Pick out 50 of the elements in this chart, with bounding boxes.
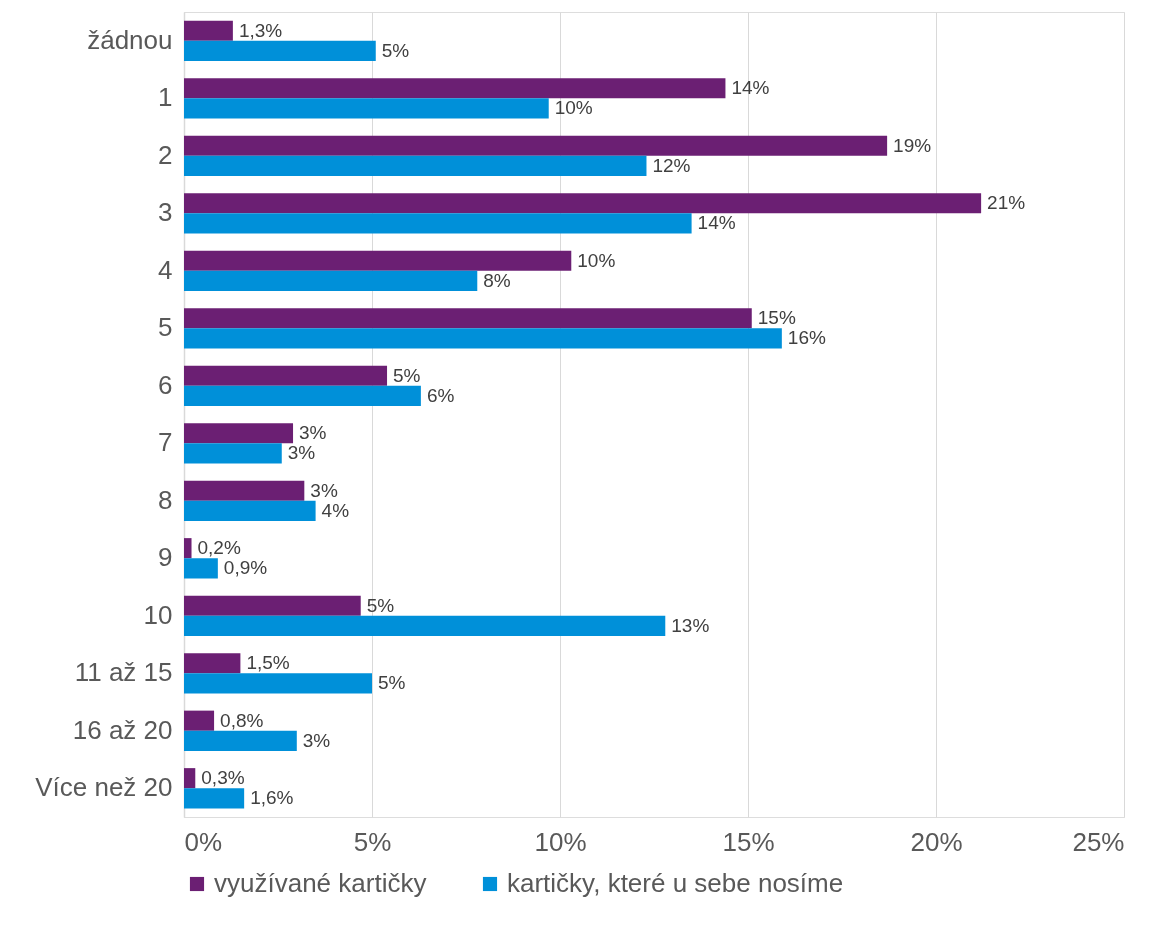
data-label: 0,2%: [197, 537, 241, 559]
data-label: 3%: [302, 729, 331, 751]
data-label: 1,3%: [238, 19, 283, 41]
x-tick-label: 20%: [910, 826, 963, 857]
data-label: 3%: [287, 442, 316, 464]
data-label: 14%: [731, 77, 770, 99]
legend-label: využívané kartičky: [214, 868, 427, 898]
x-tick-label: 0%: [184, 826, 223, 857]
y-tick-label: Více než 20: [35, 772, 173, 803]
data-label: 15%: [757, 307, 796, 329]
data-label: 5%: [378, 672, 406, 694]
data-label: 21%: [987, 192, 1026, 214]
data-label: 5%: [366, 594, 395, 616]
legend-label: kartičky, které u sebe nosíme: [507, 868, 844, 898]
data-label: 0,8%: [220, 709, 264, 731]
data-label: 12%: [652, 154, 691, 176]
data-label: 10%: [554, 97, 593, 119]
data-label: 5%: [381, 39, 410, 61]
x-tick-label: 10%: [534, 826, 587, 857]
y-tick-label: žádnou: [87, 24, 173, 55]
y-tick-label: 3: [158, 197, 173, 228]
data-label: 1,6%: [250, 787, 294, 809]
data-label: 1,5%: [246, 652, 290, 674]
y-tick-label: 10: [143, 599, 173, 630]
y-tick-label: 9: [158, 542, 173, 573]
x-tick-label: 15%: [722, 826, 775, 857]
y-tick-label: 4: [158, 254, 173, 285]
data-label: 10%: [577, 249, 616, 271]
data-label: 0,9%: [223, 557, 268, 579]
y-tick-label: 16 až 20: [72, 714, 173, 745]
data-label: 5%: [393, 364, 421, 386]
y-tick-label: 7: [158, 427, 173, 458]
y-tick-label: 1: [158, 82, 173, 113]
y-tick-label: 5: [158, 312, 173, 343]
data-label: 19%: [893, 134, 932, 156]
y-tick-label: 6: [158, 369, 173, 400]
data-label: 4%: [321, 499, 350, 521]
y-tick-label: 2: [158, 139, 173, 170]
y-tick-label: 8: [158, 484, 173, 515]
data-label: 8%: [483, 269, 511, 291]
data-label: 16%: [787, 327, 826, 349]
y-tick-label: 11 až 15: [74, 657, 173, 688]
data-label: 6%: [426, 384, 455, 406]
data-label: 14%: [697, 212, 736, 234]
data-label: 13%: [671, 614, 710, 636]
x-tick-label: 5%: [353, 826, 392, 857]
data-label: 3%: [299, 422, 327, 444]
data-label: 3%: [310, 479, 338, 501]
data-label: 0,3%: [201, 767, 245, 789]
x-tick-label: 25%: [1072, 826, 1125, 857]
